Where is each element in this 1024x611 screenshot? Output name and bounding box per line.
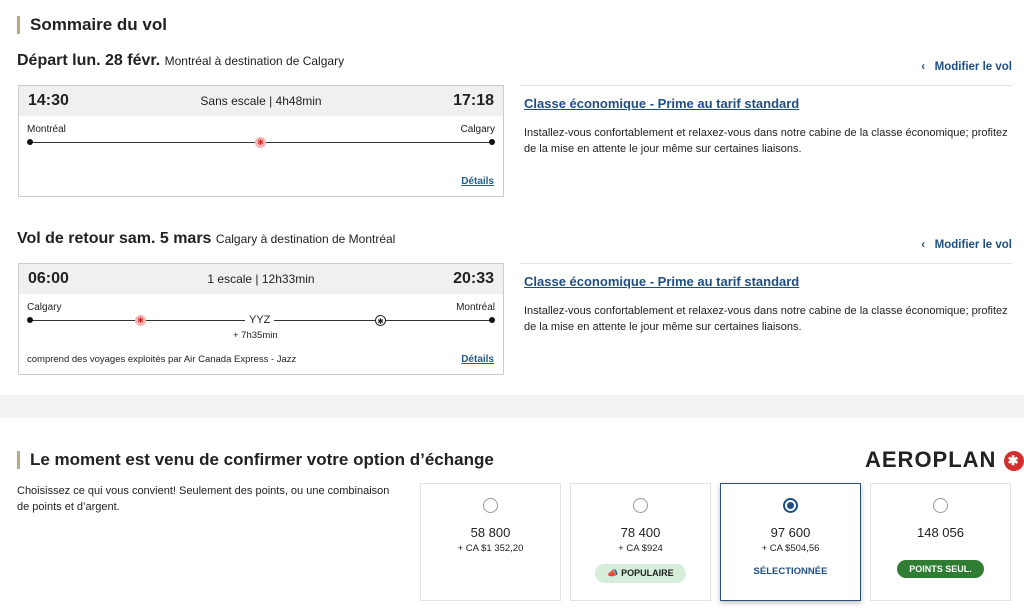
exchange-option[interactable]: 58 800 + CA $1 352,20 (420, 483, 561, 601)
exchange-option[interactable]: 78 400 + CA $924 📣 POPULAIRE (570, 483, 711, 601)
air-canada-leaf-icon: ✱ (135, 315, 146, 326)
return-heading: Vol de retour sam. 5 mars Calgary à dest… (17, 230, 395, 248)
destination-dot (489, 317, 495, 323)
operator-note: comprend des voyages exploités par Air C… (27, 354, 297, 365)
fare-class-link[interactable]: Classe économique - Prime au tarif stand… (524, 274, 800, 289)
popular-badge: 📣 POPULAIRE (595, 564, 686, 583)
fare-class-link[interactable]: Classe économique - Prime au tarif stand… (524, 96, 800, 111)
flight-info: 1 escale | 12h33min (207, 272, 315, 286)
modify-outbound-button[interactable]: ‹ Modifier le vol (921, 61, 1012, 73)
arrive-time: 20:33 (453, 270, 494, 287)
origin-dot (27, 139, 33, 145)
modify-label: Modifier le vol (934, 239, 1012, 251)
air-canada-leaf-icon: ✱ (255, 137, 266, 148)
flight-summary-panel: Sommaire du vol Départ lun. 28 févr. Mon… (0, 0, 1024, 395)
arrive-time: 17:18 (453, 92, 494, 109)
details-link[interactable]: Détails (461, 354, 494, 365)
origin-city: Montréal (27, 124, 66, 135)
radio-button[interactable] (633, 498, 648, 513)
divider (520, 85, 1012, 86)
maple-leaf-icon: ✱ (1003, 451, 1024, 471)
outbound-route: Montréal à destination de Calgary (164, 54, 345, 68)
cash-value: + CA $504,56 (761, 543, 820, 554)
details-link[interactable]: Détails (461, 176, 494, 187)
depart-time: 14:30 (28, 92, 69, 109)
express-leaf-icon: ✱ (375, 315, 386, 326)
radio-button[interactable] (783, 498, 798, 513)
outbound-heading: Départ lun. 28 févr. Montréal à destinat… (17, 52, 344, 70)
origin-dot (27, 317, 33, 323)
exchange-option[interactable]: 97 600 + CA $504,56 SÉLECTIONNÉE (720, 483, 861, 601)
return-route: Calgary à destination de Montréal (215, 232, 396, 246)
points-only-badge: POINTS SEUL. (897, 560, 984, 578)
cash-value: + CA $924 (618, 543, 663, 554)
divider (520, 263, 1012, 264)
modify-label: Modifier le vol (934, 61, 1012, 73)
layover-duration: + 7h35min (233, 330, 278, 341)
outbound-flight-card: 14:30 Sans escale | 4h48min 17:18 Montréal… (18, 85, 504, 197)
radio-button[interactable] (933, 498, 948, 513)
origin-city: Calgary (27, 302, 62, 313)
points-value: 148 056 (917, 525, 964, 540)
destination-dot (489, 139, 495, 145)
selected-label: SÉLECTIONNÉE (753, 566, 828, 577)
points-value: 78 400 (620, 525, 661, 540)
destination-city: Calgary (460, 124, 495, 135)
return-date: Vol de retour sam. 5 mars (17, 230, 212, 247)
outbound-date: Départ lun. 28 févr. (17, 52, 161, 69)
stopover-airport: YYZ (245, 314, 275, 326)
points-value: 58 800 (470, 525, 511, 540)
section-title: Sommaire du vol (17, 16, 167, 34)
exchange-title: Le moment est venu de confirmer votre op… (17, 451, 494, 469)
fare-description: Installez-vous confortablement et relaxe… (524, 127, 1008, 155)
logo-text: AEROPLAN (865, 447, 997, 472)
exchange-intro: Choisissez ce qui vous convient! Seuleme… (17, 485, 390, 513)
points-value: 97 600 (770, 525, 811, 540)
destination-city: Montréal (456, 302, 495, 313)
modify-return-button[interactable]: ‹ Modifier le vol (921, 239, 1012, 251)
cash-value: + CA $1 352,20 (457, 543, 524, 554)
depart-time: 06:00 (28, 270, 69, 287)
aeroplan-logo: AEROPLAN ✱ (865, 447, 1024, 473)
radio-button[interactable] (483, 498, 498, 513)
fare-description: Installez-vous confortablement et relaxe… (524, 305, 1008, 333)
exchange-option[interactable]: 148 056 POINTS SEUL. (870, 483, 1011, 601)
return-flight-card: 06:00 1 escale | 12h33min 20:33 Calgary Mo… (18, 263, 504, 375)
flight-info: Sans escale | 4h48min (200, 94, 322, 108)
